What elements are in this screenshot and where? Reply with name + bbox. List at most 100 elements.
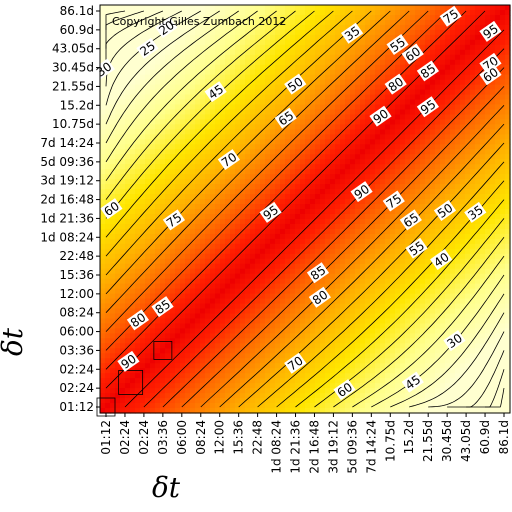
- heatmap-cell: [230, 383, 236, 389]
- heatmap-cell: [205, 373, 211, 379]
- heatmap-cell: [230, 258, 236, 265]
- heatmap-cell: [330, 253, 336, 260]
- heatmap-cell: [300, 199, 306, 205]
- heatmap-cell: [280, 283, 286, 290]
- heatmap-cell: [280, 258, 286, 265]
- heatmap-cell: [340, 5, 346, 11]
- heatmap-cell: [130, 288, 136, 295]
- heatmap-cell: [265, 293, 271, 300]
- heatmap-cell: [355, 139, 361, 145]
- heatmap-cell: [190, 238, 196, 245]
- heatmap-cell: [190, 223, 196, 230]
- heatmap-cell: [370, 393, 376, 399]
- heatmap-cell: [205, 308, 211, 315]
- heatmap-cell: [325, 19, 331, 26]
- heatmap-cell: [340, 298, 346, 305]
- heatmap-cell: [180, 273, 186, 280]
- heatmap-cell: [205, 99, 211, 106]
- heatmap-cell: [155, 283, 161, 290]
- heatmap-cell: [165, 124, 171, 130]
- heatmap-cell: [190, 353, 196, 359]
- heatmap-cell: [280, 403, 286, 409]
- heatmap-cell: [300, 184, 306, 190]
- heatmap-cell: [285, 124, 291, 130]
- heatmap-cell: [170, 328, 176, 334]
- heatmap-cell: [360, 94, 366, 101]
- heatmap-cell: [250, 313, 256, 320]
- heatmap-cell: [375, 24, 381, 31]
- heatmap-cell: [395, 328, 401, 334]
- heatmap-cell: [280, 303, 286, 310]
- heatmap-cell: [135, 144, 141, 150]
- heatmap-cell: [325, 253, 331, 260]
- heatmap-cell: [390, 368, 396, 374]
- heatmap-cell: [260, 358, 266, 364]
- heatmap-cell: [160, 129, 166, 135]
- heatmap-cell: [100, 308, 106, 315]
- heatmap-cell: [255, 164, 261, 170]
- heatmap-cell: [380, 243, 386, 250]
- heatmap-cell: [185, 348, 191, 354]
- heatmap-cell: [115, 134, 121, 140]
- heatmap-cell: [280, 358, 286, 364]
- heatmap-cell: [100, 363, 106, 369]
- heatmap-cell: [400, 268, 406, 275]
- heatmap-cell: [355, 368, 361, 374]
- heatmap-cell: [295, 189, 301, 195]
- heatmap-cell: [280, 378, 286, 384]
- heatmap-cell: [155, 288, 161, 295]
- heatmap-cell: [160, 204, 166, 210]
- heatmap-cell: [145, 268, 151, 275]
- heatmap-cell: [135, 119, 141, 126]
- heatmap-cell: [375, 44, 381, 51]
- heatmap-cell: [290, 139, 296, 145]
- heatmap-cell: [175, 64, 181, 71]
- heatmap-cell: [180, 263, 186, 270]
- heatmap-cell: [105, 14, 111, 21]
- heatmap-cell: [365, 328, 371, 334]
- heatmap-cell: [155, 129, 161, 135]
- heatmap-cell: [370, 408, 376, 414]
- heatmap-cell: [380, 353, 386, 359]
- heatmap-cell: [180, 24, 186, 31]
- heatmap-cell: [260, 248, 266, 255]
- heatmap-cell: [120, 333, 126, 339]
- heatmap-cell: [345, 358, 351, 364]
- heatmap-cell: [305, 109, 311, 116]
- heatmap-cell: [135, 14, 141, 21]
- heatmap-cell: [270, 29, 276, 36]
- heatmap-cell: [310, 363, 316, 369]
- heatmap-cell: [180, 378, 186, 384]
- heatmap-cell: [150, 89, 156, 96]
- heatmap-cell: [350, 223, 356, 230]
- heatmap-cell: [310, 104, 316, 111]
- heatmap-cell: [335, 408, 341, 414]
- heatmap-cell: [190, 253, 196, 260]
- heatmap-cell: [300, 179, 306, 185]
- heatmap-cell: [190, 169, 196, 175]
- heatmap-cell: [285, 94, 291, 101]
- heatmap-cell: [125, 89, 131, 96]
- heatmap-cell: [350, 408, 356, 414]
- heatmap-cell: [240, 189, 246, 195]
- heatmap-cell: [165, 119, 171, 126]
- heatmap-cell: [160, 333, 166, 339]
- heatmap-cell: [360, 109, 366, 116]
- heatmap-cell: [395, 109, 401, 116]
- heatmap-cell: [215, 49, 221, 56]
- heatmap-cell: [275, 228, 281, 235]
- heatmap-cell: [365, 303, 371, 310]
- heatmap-cell: [280, 343, 286, 349]
- heatmap-cell: [315, 24, 321, 31]
- heatmap-cell: [295, 109, 301, 116]
- heatmap-cell: [390, 114, 396, 121]
- heatmap-cell: [205, 328, 211, 334]
- heatmap-cell: [385, 238, 391, 245]
- heatmap-cell: [350, 169, 356, 175]
- heatmap-cell: [115, 303, 121, 310]
- heatmap-cell: [385, 54, 391, 61]
- heatmap-cell: [160, 149, 166, 155]
- heatmap-cell: [300, 278, 306, 285]
- heatmap-cell: [225, 313, 231, 320]
- heatmap-cell: [205, 69, 211, 76]
